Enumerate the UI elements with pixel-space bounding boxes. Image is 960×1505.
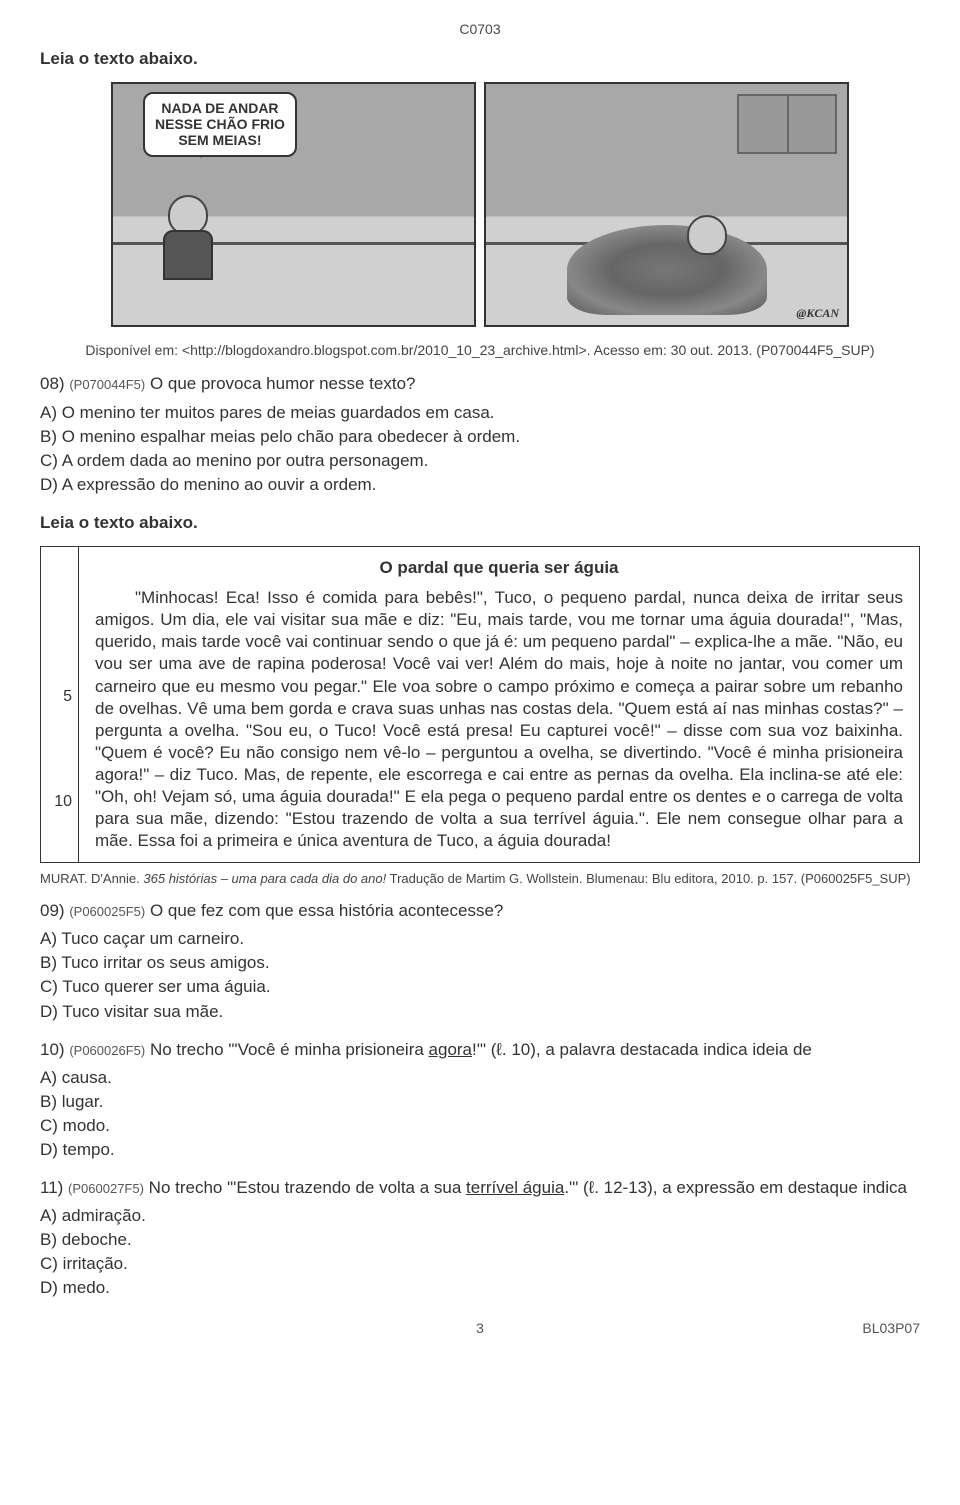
q11-text-pre: No trecho "'Estou trazendo de volta a su… [149, 1178, 466, 1197]
q11-code: (P060027F5) [68, 1181, 144, 1196]
q11-option-d: D) medo. [40, 1277, 920, 1299]
q08-option-d: D) A expressão do menino ao ouvir a orde… [40, 474, 920, 496]
q08-option-c: C) A ordem dada ao menino por outra pers… [40, 450, 920, 472]
story-box: 5 10 O pardal que queria ser águia "Minh… [40, 546, 920, 863]
footer: 3 BL03P07 [40, 1320, 920, 1338]
story-source-italic: 365 histórias – uma para cada dia do ano… [143, 871, 386, 886]
line-numbers: 5 10 [41, 547, 79, 862]
story-source: MURAT. D'Annie. 365 histórias – uma para… [40, 871, 920, 888]
q09-option-d: D) Tuco visitar sua mãe. [40, 1001, 920, 1023]
q09-text: O que fez com que essa história acontece… [150, 901, 503, 920]
line-num-5: 5 [41, 687, 72, 708]
question-11: 11) (P060027F5) No trecho "'Estou trazen… [40, 1177, 920, 1199]
story-source-prefix: MURAT. D'Annie. [40, 871, 143, 886]
q08-number: 08) [40, 374, 65, 393]
story-text: "Minhocas! Eca! Isso é comida para bebês… [95, 587, 903, 852]
q09-number: 09) [40, 901, 65, 920]
q09-code: (P060025F5) [69, 904, 145, 919]
q10-options: A) causa. B) lugar. C) modo. D) tempo. [40, 1067, 920, 1161]
comic-strip: NADA DE ANDAR NESSE CHÃO FRIO SEM MEIAS!… [40, 82, 920, 327]
q09-option-c: C) Tuco querer ser uma águia. [40, 976, 920, 998]
story-title: O pardal que queria ser águia [95, 557, 903, 579]
q08-options: A) O menino ter muitos pares de meias gu… [40, 402, 920, 496]
story-body: O pardal que queria ser águia "Minhocas!… [79, 547, 919, 862]
story-source-suffix: Tradução de Martim G. Wollstein. Blumena… [386, 871, 910, 886]
q10-option-a: A) causa. [40, 1067, 920, 1089]
q10-option-b: B) lugar. [40, 1091, 920, 1113]
q09-option-b: B) Tuco irritar os seus amigos. [40, 952, 920, 974]
comic-panel-1: NADA DE ANDAR NESSE CHÃO FRIO SEM MEIAS! [111, 82, 476, 327]
page-number: 3 [476, 1319, 484, 1337]
question-09: 09) (P060025F5) O que fez com que essa h… [40, 900, 920, 922]
q11-option-c: C) irritação. [40, 1253, 920, 1275]
question-08: 08) (P070044F5) O que provoca humor ness… [40, 373, 920, 395]
q10-number: 10) [40, 1040, 65, 1059]
q09-option-a: A) Tuco caçar um carneiro. [40, 928, 920, 950]
q10-underline: agora [429, 1040, 472, 1059]
q10-code: (P060026F5) [69, 1043, 145, 1058]
q08-option-b: B) O menino espalhar meias pelo chão par… [40, 426, 920, 448]
image-source: Disponível em: <http://blogdoxandro.blog… [40, 341, 920, 359]
q08-option-a: A) O menino ter muitos pares de meias gu… [40, 402, 920, 424]
speech-bubble: NADA DE ANDAR NESSE CHÃO FRIO SEM MEIAS! [143, 92, 297, 156]
q11-option-a: A) admiração. [40, 1205, 920, 1227]
q10-option-d: D) tempo. [40, 1139, 920, 1161]
q08-text: O que provoca humor nesse texto? [150, 374, 416, 393]
header-code: C0703 [40, 20, 920, 38]
instruction-2: Leia o texto abaixo. [40, 512, 920, 534]
q10-text-post: !'" (ℓ. 10), a palavra destacada indica … [472, 1040, 812, 1059]
instruction-1: Leia o texto abaixo. [40, 48, 920, 70]
q10-option-c: C) modo. [40, 1115, 920, 1137]
artist-signature: @KCAN [796, 306, 839, 322]
q11-text-post: .'" (ℓ. 12-13), a expressão em destaque … [564, 1178, 907, 1197]
q10-text-pre: No trecho "'Você é minha prisioneira [150, 1040, 429, 1059]
q11-option-b: B) deboche. [40, 1229, 920, 1251]
person-child [677, 215, 737, 295]
person-mother [153, 195, 223, 315]
q11-underline: terrível águia [466, 1178, 564, 1197]
comic-panel-2: @KCAN [484, 82, 849, 327]
q08-code: (P070044F5) [69, 377, 145, 392]
line-num-10: 10 [41, 792, 72, 813]
question-10: 10) (P060026F5) No trecho "'Você é minha… [40, 1039, 920, 1061]
footer-code: BL03P07 [862, 1319, 920, 1337]
q09-options: A) Tuco caçar um carneiro. B) Tuco irrit… [40, 928, 920, 1022]
q11-options: A) admiração. B) deboche. C) irritação. … [40, 1205, 920, 1299]
q11-number: 11) [40, 1178, 63, 1197]
